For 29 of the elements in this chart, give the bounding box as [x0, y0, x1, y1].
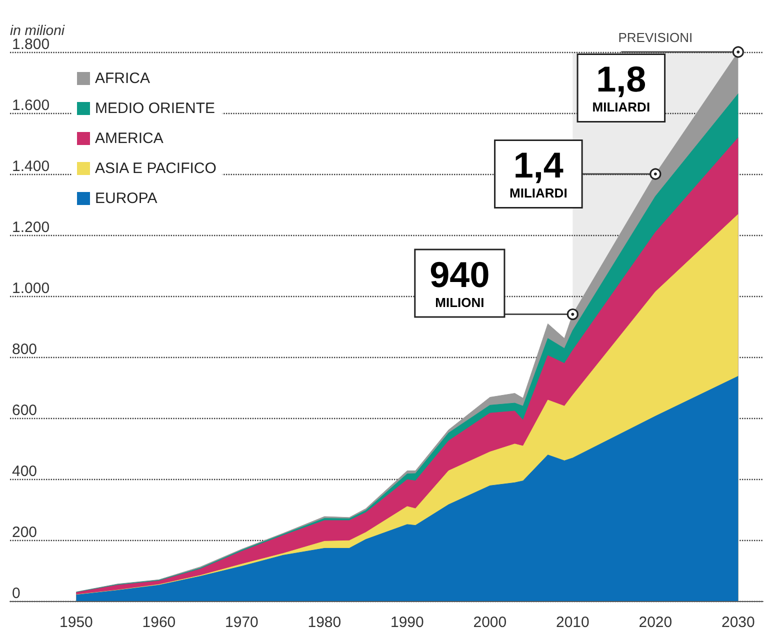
y-tick-label: 1.000	[12, 280, 50, 297]
y-axis-title: in milioni	[10, 22, 66, 38]
y-tick-label: 800	[12, 341, 38, 358]
y-tick-label: 600	[12, 402, 38, 419]
y-tick-label: 1.200	[12, 219, 50, 236]
legend-label: AMERICA	[95, 130, 164, 147]
x-tick-label: 1950	[60, 614, 93, 631]
x-tick-label: 1970	[225, 614, 258, 631]
x-tick-label: 1990	[390, 614, 424, 631]
x-tick-label: 2010	[556, 614, 590, 631]
x-tick-label: 2030	[721, 614, 755, 631]
band-label: PREVISIONI	[618, 30, 693, 45]
x-tick-label: 2020	[638, 614, 672, 631]
x-tick-label: 1980	[308, 614, 342, 631]
y-tick-label: 1.800	[12, 36, 50, 53]
legend-label: EUROPA	[95, 190, 158, 207]
annotation: 940 MILIONI	[430, 254, 490, 310]
y-tick-label: 1.600	[12, 97, 50, 114]
y-tick-label: 200	[12, 524, 38, 541]
x-tick-label: 1960	[142, 614, 176, 631]
legend-label: AFRICA	[95, 70, 150, 87]
legend-label: MEDIO ORIENTE	[95, 100, 216, 117]
annotation: 1,4 MILIARDI	[510, 144, 568, 200]
annotation: 1,8 MILIARDI	[592, 58, 650, 114]
y-tick-label: 400	[12, 463, 38, 480]
x-tick-label: 2000	[473, 614, 507, 631]
y-tick-label: 1.400	[12, 158, 50, 175]
legend-label: ASIA E PACIFICO	[95, 160, 216, 177]
y-tick-label: 0	[12, 585, 20, 602]
